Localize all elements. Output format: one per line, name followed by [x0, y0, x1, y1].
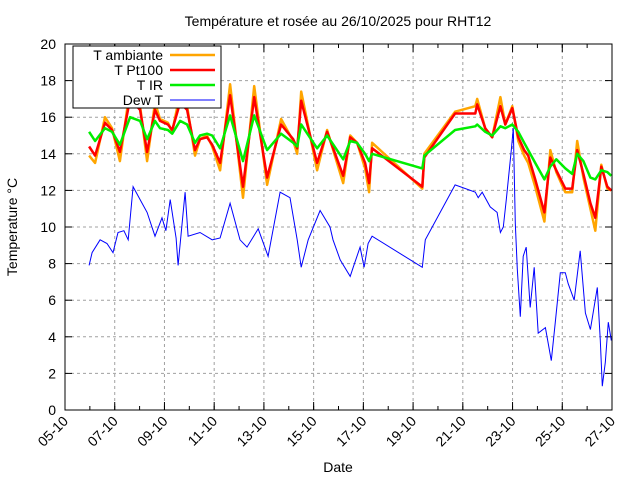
x-tick-label: 21-10 — [432, 413, 469, 450]
y-tick-label: 0 — [48, 402, 56, 418]
y-tick-label: 4 — [48, 329, 56, 345]
y-tick-label: 16 — [40, 109, 56, 125]
x-tick-label: 11-10 — [184, 413, 220, 449]
legend-label: T IR — [137, 77, 163, 93]
x-tick-label: 25-10 — [532, 413, 569, 450]
x-axis-label: Date — [323, 459, 353, 475]
y-tick-label: 18 — [40, 73, 56, 89]
y-tick-label: 8 — [48, 256, 56, 272]
series-line-t-ir — [88, 114, 613, 181]
y-tick-label: 6 — [48, 292, 56, 308]
series-line-t-pt100 — [88, 93, 613, 220]
x-tick-label: 19-10 — [383, 413, 420, 450]
x-tick-label: 23-10 — [482, 413, 519, 450]
y-axis-label: Temperature °C — [4, 178, 20, 276]
x-tick-label: 27-10 — [581, 413, 618, 450]
x-tick-label: 17-10 — [333, 413, 370, 450]
series-line-dew-t — [88, 128, 612, 387]
legend-label: T Pt100 — [114, 62, 163, 78]
series-lines — [88, 83, 613, 387]
chart-title: Température et rosée au 26/10/2025 pour … — [185, 13, 492, 29]
x-tick-label: 05-10 — [34, 413, 71, 450]
plot-frame — [64, 43, 613, 411]
x-tick-label: 09-10 — [134, 413, 171, 450]
y-tick-label: 14 — [40, 146, 56, 162]
x-tick-label: 13-10 — [233, 413, 270, 450]
y-tick-label: 10 — [40, 219, 56, 235]
y-tick-label: 20 — [40, 36, 56, 52]
y-tick-label: 2 — [48, 365, 56, 381]
x-tick-label: 07-10 — [84, 413, 121, 450]
legend-label: T ambiante — [93, 47, 163, 63]
y-tick-label: 12 — [40, 182, 56, 198]
x-tick-label: 15-10 — [283, 413, 320, 450]
legend-box — [72, 45, 222, 109]
legend-label: Dew T — [123, 92, 164, 108]
series-line-t-ambiante — [88, 83, 612, 232]
